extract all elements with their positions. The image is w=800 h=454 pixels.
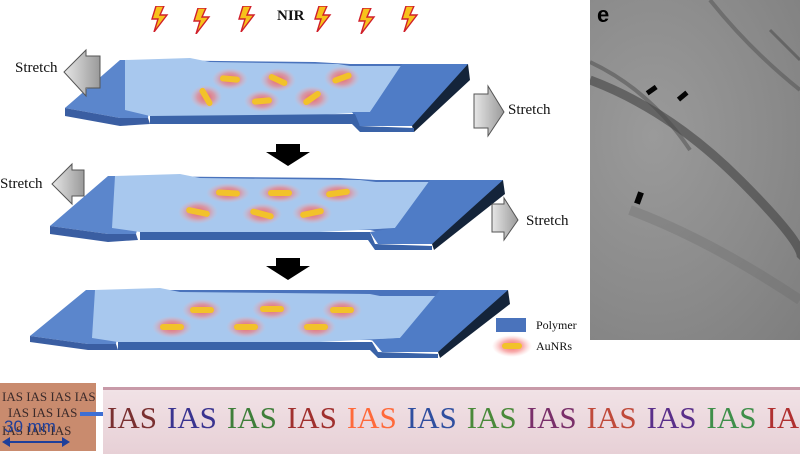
left-arrow-icon (63, 48, 101, 98)
panel-e-label: e (597, 2, 610, 27)
lightning-bolt-icon (401, 6, 419, 32)
down-arrow-icon (266, 144, 310, 166)
ias-word: IAS (706, 400, 757, 435)
legend-polymer-swatch (496, 318, 526, 332)
stretch-label: Stretch (508, 102, 551, 118)
right-arrow-icon (491, 196, 519, 242)
ias-word: IAS (166, 400, 217, 435)
lightning-bolt-icon (238, 6, 256, 32)
lightning-bolt-icon (314, 6, 332, 32)
ias-word: IAS (766, 400, 800, 435)
lightning-bolt-icon (358, 8, 376, 34)
tem-image-panel (590, 0, 800, 340)
lightning-bolt-icon (151, 6, 169, 32)
small-text-row: IAS IAS IAS IAS (2, 389, 96, 404)
legend-polymer-label: Polymer (536, 318, 577, 332)
stretch-label: Stretch (0, 176, 43, 192)
legend-aunrs-label: AuNRs (536, 339, 573, 353)
small-text-row: IAS IAS IAS (8, 405, 78, 420)
ias-word: IAS (586, 400, 637, 435)
right-arrow-icon (473, 84, 505, 138)
nir-label: NIR (277, 8, 305, 24)
ias-word: IAS (646, 400, 697, 435)
small-text-row: IAS IAS IAS (2, 423, 72, 438)
ias-word: IAS (346, 400, 397, 435)
ias-word: IAS (526, 400, 577, 435)
aunr-particles-1 (190, 66, 360, 112)
aunr-particles-3 (152, 298, 362, 338)
tem-micrograph (590, 0, 800, 305)
ias-word: IAS (466, 400, 517, 435)
left-arrow-icon (51, 162, 85, 206)
stretch-diagram (30, 48, 532, 358)
ias-word: IAS (286, 400, 337, 435)
stretched-sample-photo: IAS IAS IAS IAS IAS IAS IAS IAS IAS IAS IAS IAS (103, 387, 800, 454)
stretched-text-row: IAS IAS IAS IAS IAS IAS IAS IAS IAS IAS IAS IAS (107, 400, 800, 436)
aunr-particles-2 (178, 183, 360, 225)
ias-word: IAS (107, 400, 157, 435)
lightning-bolt-icon (193, 8, 211, 34)
stretch-label: Stretch (15, 60, 58, 76)
ias-word: IAS (226, 400, 277, 435)
scale-bar-label: 30 mm (4, 417, 56, 436)
down-arrow-icon (266, 258, 310, 280)
unstretched-sample-photo: IAS IAS IAS IAS IAS IAS IAS IAS IAS IAS (0, 383, 96, 451)
ias-word: IAS (406, 400, 457, 435)
scale-bar (2, 437, 70, 447)
stretch-label: Stretch (526, 213, 569, 229)
film-3 (30, 288, 510, 358)
